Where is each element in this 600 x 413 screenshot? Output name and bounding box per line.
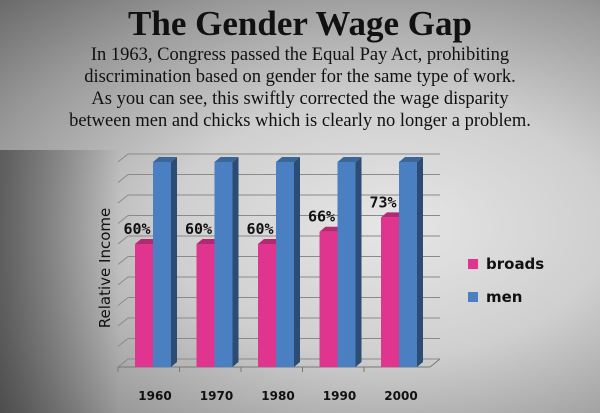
bar-broads-1990 bbox=[319, 231, 338, 367]
bar-men-side bbox=[417, 157, 423, 367]
gridline-side bbox=[117, 358, 129, 368]
legend-swatch-men bbox=[468, 292, 478, 302]
x-tick-label: 2000 bbox=[384, 389, 417, 403]
bar-men-1990 bbox=[337, 162, 356, 367]
legend-item-men: men bbox=[468, 288, 522, 306]
bar-broads-2000 bbox=[381, 217, 399, 367]
data-label: 73% bbox=[369, 193, 396, 211]
bar-men-side bbox=[171, 157, 177, 367]
data-label: 60% bbox=[246, 220, 273, 238]
gridline-side bbox=[117, 215, 129, 224]
page-title: The Gender Wage Gap bbox=[128, 4, 472, 43]
background-photo-shade bbox=[0, 150, 120, 413]
gridline-side bbox=[117, 297, 129, 306]
bar-broads-1970 bbox=[196, 244, 215, 367]
bar-men-side bbox=[232, 157, 239, 367]
subtitle: In 1963, Congress passed the Equal Pay A… bbox=[0, 44, 600, 132]
data-label: 60% bbox=[123, 220, 150, 238]
data-label: 60% bbox=[185, 220, 212, 238]
bar-men-side bbox=[355, 157, 362, 367]
bar-men-top bbox=[153, 157, 177, 162]
legend-label: broads bbox=[486, 255, 545, 273]
bar-broads-1960 bbox=[135, 244, 153, 367]
legend-item-broads: broads bbox=[468, 255, 544, 273]
gridline-side bbox=[117, 276, 129, 286]
bar-men-1960 bbox=[153, 162, 171, 367]
subtitle-line: between men and chicks which is clearly … bbox=[69, 111, 531, 131]
legend-swatch-broads bbox=[468, 259, 478, 269]
y-axis-label: Relative Income bbox=[96, 208, 114, 328]
bar-men-1970 bbox=[214, 162, 233, 367]
x-tick-label: 1970 bbox=[200, 389, 233, 403]
bar-men-top bbox=[337, 157, 362, 162]
gridline-side bbox=[117, 256, 129, 265]
bar-men-2000 bbox=[399, 162, 417, 367]
gridline-side bbox=[117, 338, 129, 347]
legend-label: men bbox=[486, 288, 523, 306]
bar-men-1980 bbox=[276, 162, 294, 367]
bar-men-top bbox=[399, 157, 423, 162]
subtitle-line: In 1963, Congress passed the Equal Pay A… bbox=[90, 45, 510, 65]
bar-broads-1980 bbox=[258, 244, 276, 367]
gridline-side bbox=[117, 317, 129, 327]
data-label: 66% bbox=[308, 208, 335, 226]
bar-men-top bbox=[276, 157, 300, 162]
gridline-side bbox=[117, 194, 129, 204]
subtitle-line: As you can see, this swiftly corrected t… bbox=[91, 89, 509, 109]
gridline-side bbox=[117, 153, 129, 163]
gridline-side bbox=[117, 174, 129, 183]
bar-men-top bbox=[214, 157, 239, 162]
x-axis-depth bbox=[429, 358, 441, 368]
subtitle-line: discrimination based on gender for the s… bbox=[84, 67, 516, 87]
gridline-side bbox=[117, 235, 129, 245]
x-tick-label: 1960 bbox=[138, 389, 171, 403]
bar-men-side bbox=[294, 157, 300, 367]
x-tick-label: 1980 bbox=[261, 389, 294, 403]
x-tick-label: 1990 bbox=[323, 389, 356, 403]
